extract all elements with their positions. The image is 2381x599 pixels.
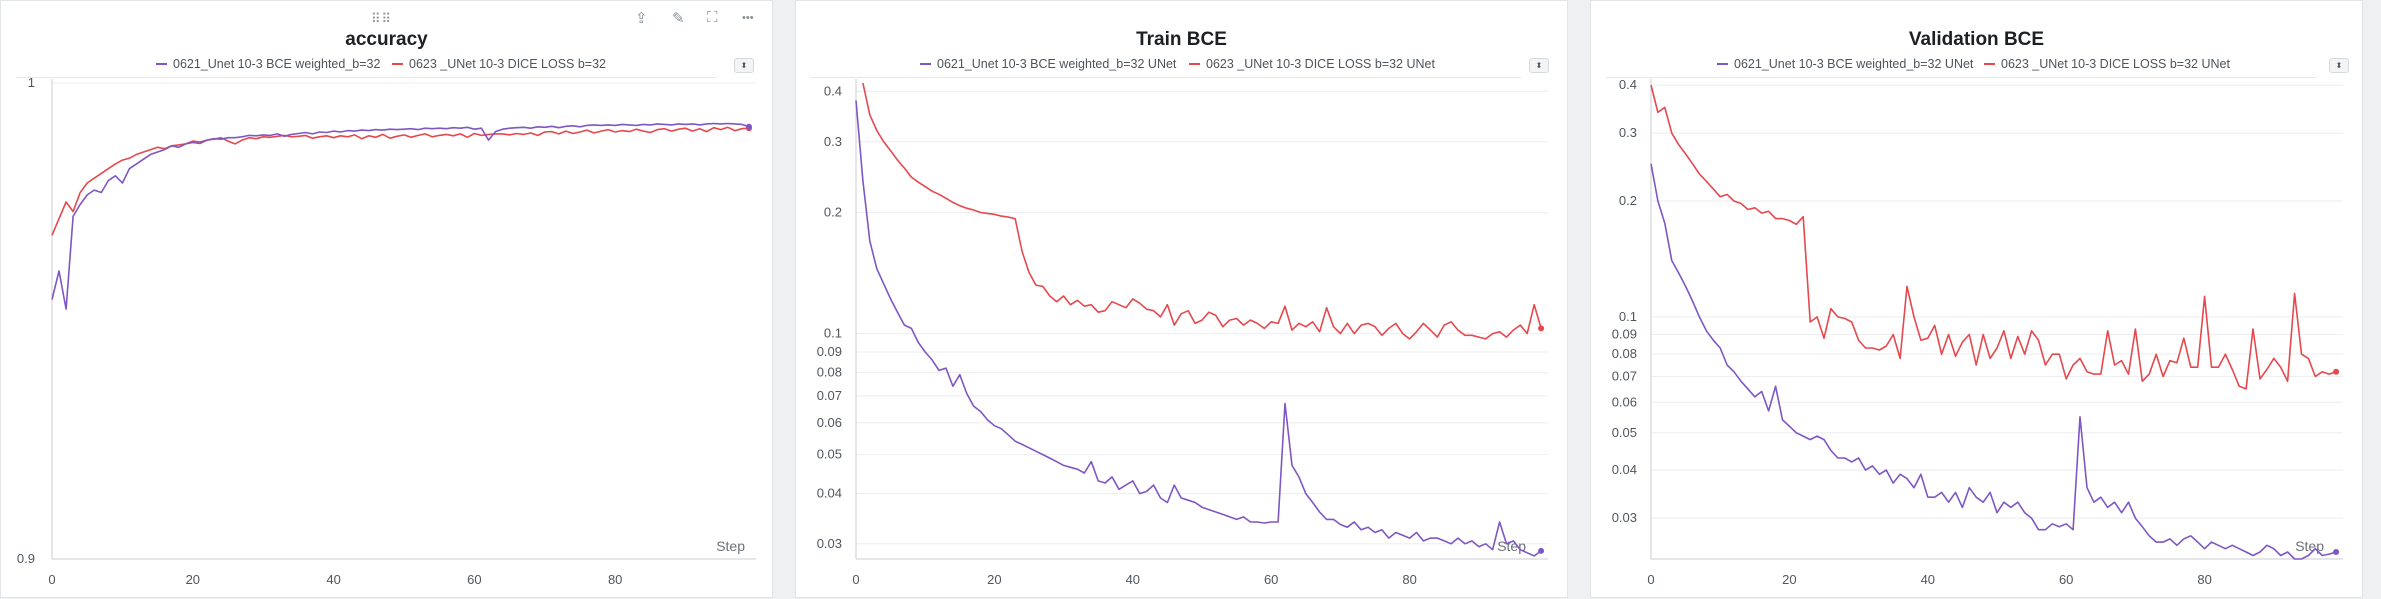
train-bce-plot[interactable]: 0.03 0.04 0.05 0.06 0.07 0.08 0.09 0.1 0.2 0.3 0.4…	[796, 1, 1569, 599]
chart-title: Validation BCE	[1908, 29, 2045, 50]
x-tick-label: 60	[1264, 572, 1278, 587]
legend-label: 0623 _UNet 10-3 DICE LOSS b=32 UNet	[1206, 57, 1435, 71]
y-tick-label: 0.07	[1612, 369, 1637, 384]
y-tick-label: 0.08	[1612, 346, 1637, 361]
legend-item[interactable]: 0621_Unet 10-3 BCE weighted_b=32 UNet	[1717, 57, 1973, 71]
x-axis-label: Step	[716, 538, 745, 554]
legend-divider	[1606, 77, 2316, 78]
y-tick-label: 0.2	[824, 205, 842, 220]
series-end-point	[745, 123, 752, 130]
legend-divider	[811, 77, 1521, 78]
x-axis-label: Step	[1497, 538, 1526, 554]
legend-item[interactable]: 0623 _UNet 10-3 DICE LOSS b=32 UNet	[1189, 57, 1435, 71]
x-tick-label: 20	[987, 572, 1001, 587]
y-tick-label: 0.05	[817, 447, 842, 462]
legend-item[interactable]: 0621_Unet 10-3 BCE weighted_b=32	[156, 57, 380, 71]
share-icon[interactable]: ⇪	[635, 10, 648, 27]
legend-swatch	[156, 62, 167, 65]
legend-item[interactable]: 0623 _UNet 10-3 DICE LOSS b=32 UNet	[1984, 57, 2230, 71]
y-tick-label: 1	[28, 75, 35, 90]
legend-swatch	[1717, 62, 1728, 65]
legend-divider	[16, 77, 716, 78]
legend-label: 0621_Unet 10-3 BCE weighted_b=32	[173, 57, 381, 71]
legend-label: 0623 _UNet 10-3 DICE LOSS b=32 UNet	[2001, 57, 2230, 71]
chart-legend: 0621_Unet 10-3 BCE weighted_b=32 0623 _U…	[1, 57, 772, 75]
y-tick-label: 0.9	[17, 551, 35, 566]
chart-title: Train BCE	[1136, 29, 1227, 50]
legend-swatch	[920, 62, 931, 65]
x-axis-label: Step	[2295, 538, 2324, 554]
y-tick-label: 0.06	[817, 415, 842, 430]
accuracy-plot[interactable]: 0.9 1 0 20 40 60 80 Step	[1, 1, 774, 599]
x-tick-label: 40	[1921, 572, 1935, 587]
x-tick-label: 0	[1647, 572, 1654, 587]
x-tick-label: 20	[1782, 572, 1796, 587]
y-tick-label: 0.04	[817, 486, 842, 501]
x-tick-label: 80	[608, 572, 622, 587]
y-tick-label: 0.2	[1619, 193, 1637, 208]
y-tick-label: 0.09	[1612, 326, 1637, 341]
x-tick-label: 60	[467, 572, 481, 587]
legend-sort-icon[interactable]: ⬍	[734, 58, 754, 73]
y-tick-label: 0.03	[1612, 510, 1637, 525]
more-options-icon[interactable]: •••	[742, 12, 754, 24]
x-tick-label: 0	[852, 572, 859, 587]
x-tick-label: 80	[1402, 572, 1416, 587]
y-tick-label: 0.06	[1612, 394, 1637, 409]
chart-panel-train-bce: Train BCE 0621_Unet 10-3 BCE weighted_b=…	[795, 0, 1568, 598]
legend-label: 0621_Unet 10-3 BCE weighted_b=32 UNet	[937, 57, 1177, 71]
y-tick-label: 0.09	[817, 344, 842, 359]
chart-legend: 0621_Unet 10-3 BCE weighted_b=32 UNet 06…	[1591, 57, 2362, 75]
y-tick-label: 0.05	[1612, 425, 1637, 440]
legend-item[interactable]: 0623 _UNet 10-3 DICE LOSS b=32	[392, 57, 606, 71]
y-tick-label: 0.07	[817, 388, 842, 403]
series-line	[51, 126, 750, 236]
y-tick-label: 0.4	[1619, 77, 1637, 92]
chart-panel-accuracy: ⠿⠿ ⇪ ✎ ⛶ ••• accuracy 0621_Unet 10-3 BCE…	[0, 0, 773, 598]
x-tick-label: 40	[1126, 572, 1140, 587]
x-tick-label: 60	[2059, 572, 2073, 587]
chart-title: accuracy	[345, 29, 428, 50]
y-tick-label: 0.1	[1619, 309, 1637, 324]
legend-swatch	[1984, 62, 1995, 65]
legend-swatch	[1189, 62, 1200, 65]
edit-icon[interactable]: ✎	[672, 10, 685, 27]
series-line	[51, 122, 750, 310]
series-line	[1650, 84, 2337, 390]
y-tick-label: 0.3	[1619, 125, 1637, 140]
legend-sort-icon[interactable]: ⬍	[2329, 58, 2349, 73]
y-tick-label: 0.4	[824, 84, 842, 99]
series-end-point	[2333, 549, 2340, 556]
legend-label: 0623 _UNet 10-3 DICE LOSS b=32	[409, 57, 606, 71]
legend-label: 0621_Unet 10-3 BCE weighted_b=32 UNet	[1734, 57, 1974, 71]
legend-item[interactable]: 0621_Unet 10-3 BCE weighted_b=32 UNet	[920, 57, 1176, 71]
series-line	[855, 100, 1542, 557]
series-end-point	[1538, 547, 1545, 554]
x-tick-label: 20	[186, 572, 200, 587]
y-tick-label: 0.08	[817, 365, 842, 380]
x-tick-label: 80	[2197, 572, 2211, 587]
chart-legend: 0621_Unet 10-3 BCE weighted_b=32 UNet 06…	[796, 57, 1567, 75]
legend-sort-icon[interactable]: ⬍	[1529, 58, 1549, 73]
y-tick-label: 0.03	[817, 536, 842, 551]
x-tick-label: 40	[326, 572, 340, 587]
drag-handle-icon[interactable]: ⠿⠿	[371, 11, 393, 26]
y-tick-label: 0.3	[824, 134, 842, 149]
series-end-point	[1538, 325, 1545, 332]
chart-panel-validation-bce: Validation BCE 0621_Unet 10-3 BCE weight…	[1590, 0, 2363, 598]
series-end-point	[2333, 368, 2340, 375]
x-tick-label: 0	[48, 572, 55, 587]
y-tick-label: 0.1	[824, 326, 842, 341]
validation-bce-plot[interactable]: 0.03 0.04 0.05 0.06 0.07 0.08 0.09 0.1 0.2 0.3 0.4…	[1591, 1, 2364, 599]
series-line	[862, 82, 1542, 340]
expand-icon[interactable]: ⛶	[707, 9, 718, 26]
y-tick-label: 0.04	[1612, 462, 1637, 477]
legend-swatch	[392, 62, 403, 65]
series-line	[1650, 163, 2337, 560]
